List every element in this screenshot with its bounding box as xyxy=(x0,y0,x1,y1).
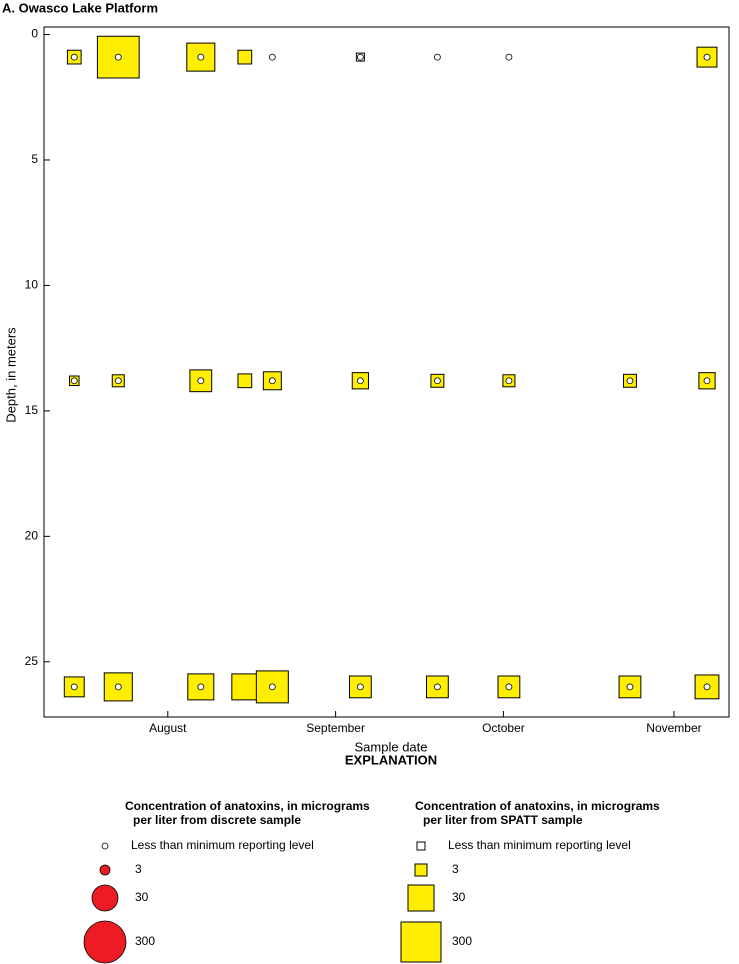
circle-below-mrl xyxy=(626,683,634,691)
y-tick-label: 20 xyxy=(25,529,39,543)
circle-below-mrl xyxy=(197,683,205,691)
circle-below-mrl xyxy=(114,683,122,691)
x-tick-label: September xyxy=(306,721,365,735)
circle-below-mrl xyxy=(197,377,205,385)
circle-below-mrl xyxy=(356,683,364,691)
circle-below-mrl xyxy=(356,377,364,385)
circle-below-mrl xyxy=(505,377,513,385)
legend-label: Less than minimum reporting level xyxy=(448,838,631,852)
circle-below-mrl xyxy=(433,683,441,691)
circle-below-mrl xyxy=(505,53,513,61)
legend-group-title: Concentration of anatoxins, in microgram… xyxy=(415,799,660,813)
circle-below-mrl xyxy=(268,377,276,385)
circle-marker xyxy=(83,920,127,964)
square-marker xyxy=(414,863,428,877)
legend-label: 3 xyxy=(135,862,142,876)
x-tick-label: August xyxy=(149,721,187,735)
y-tick-label: 15 xyxy=(25,403,39,417)
legend-label: 300 xyxy=(452,934,472,948)
circle-below-mrl xyxy=(70,377,78,385)
circle-below-mrl xyxy=(70,683,78,691)
circle-below-mrl xyxy=(703,683,711,691)
y-tick-label: 0 xyxy=(31,27,38,41)
legend-label: 30 xyxy=(452,890,466,904)
square-marker xyxy=(231,673,259,701)
legend-label: Less than minimum reporting level xyxy=(131,838,314,852)
plot-frame xyxy=(43,26,730,718)
x-tick-label: October xyxy=(482,721,525,735)
circle-below-mrl xyxy=(268,683,276,691)
circle-below-mrl xyxy=(703,53,711,61)
circle-below-mrl xyxy=(101,842,109,850)
circle-below-mrl xyxy=(433,53,441,61)
square-marker xyxy=(400,921,442,963)
y-tick-label: 25 xyxy=(25,654,39,668)
circle-below-mrl xyxy=(70,53,78,61)
circle-below-mrl xyxy=(268,53,276,61)
x-tick-label: November xyxy=(646,721,701,735)
legend-group-title: Concentration of anatoxins, in microgram… xyxy=(125,799,370,813)
legend-title: EXPLANATION xyxy=(345,752,437,767)
circle-marker xyxy=(99,864,111,876)
legend-label: 30 xyxy=(135,890,149,904)
circle-below-mrl xyxy=(703,377,711,385)
chart-title: A. Owasco Lake Platform xyxy=(2,0,158,15)
circle-below-mrl xyxy=(114,377,122,385)
circle-below-mrl xyxy=(433,377,441,385)
legend-label: 300 xyxy=(135,934,155,948)
y-tick-label: 10 xyxy=(25,278,39,292)
square-marker xyxy=(187,673,215,701)
circle-below-mrl xyxy=(505,683,513,691)
square-below-mrl xyxy=(416,841,426,851)
legend-label: 3 xyxy=(452,862,459,876)
legend-group-title: per liter from SPATT sample xyxy=(423,813,583,827)
square-marker xyxy=(407,884,435,912)
legend-group-title: per liter from discrete sample xyxy=(133,813,301,827)
circle-below-mrl xyxy=(356,53,364,61)
square-marker xyxy=(237,373,253,389)
circle-marker xyxy=(91,884,119,912)
y-tick-label: 5 xyxy=(31,152,38,166)
square-marker xyxy=(237,49,253,65)
circle-below-mrl xyxy=(626,377,634,385)
x-axis-label: Sample date xyxy=(355,739,428,754)
circle-below-mrl xyxy=(197,53,205,61)
y-axis-label: Depth, in meters xyxy=(3,327,18,423)
circle-below-mrl xyxy=(114,53,122,61)
